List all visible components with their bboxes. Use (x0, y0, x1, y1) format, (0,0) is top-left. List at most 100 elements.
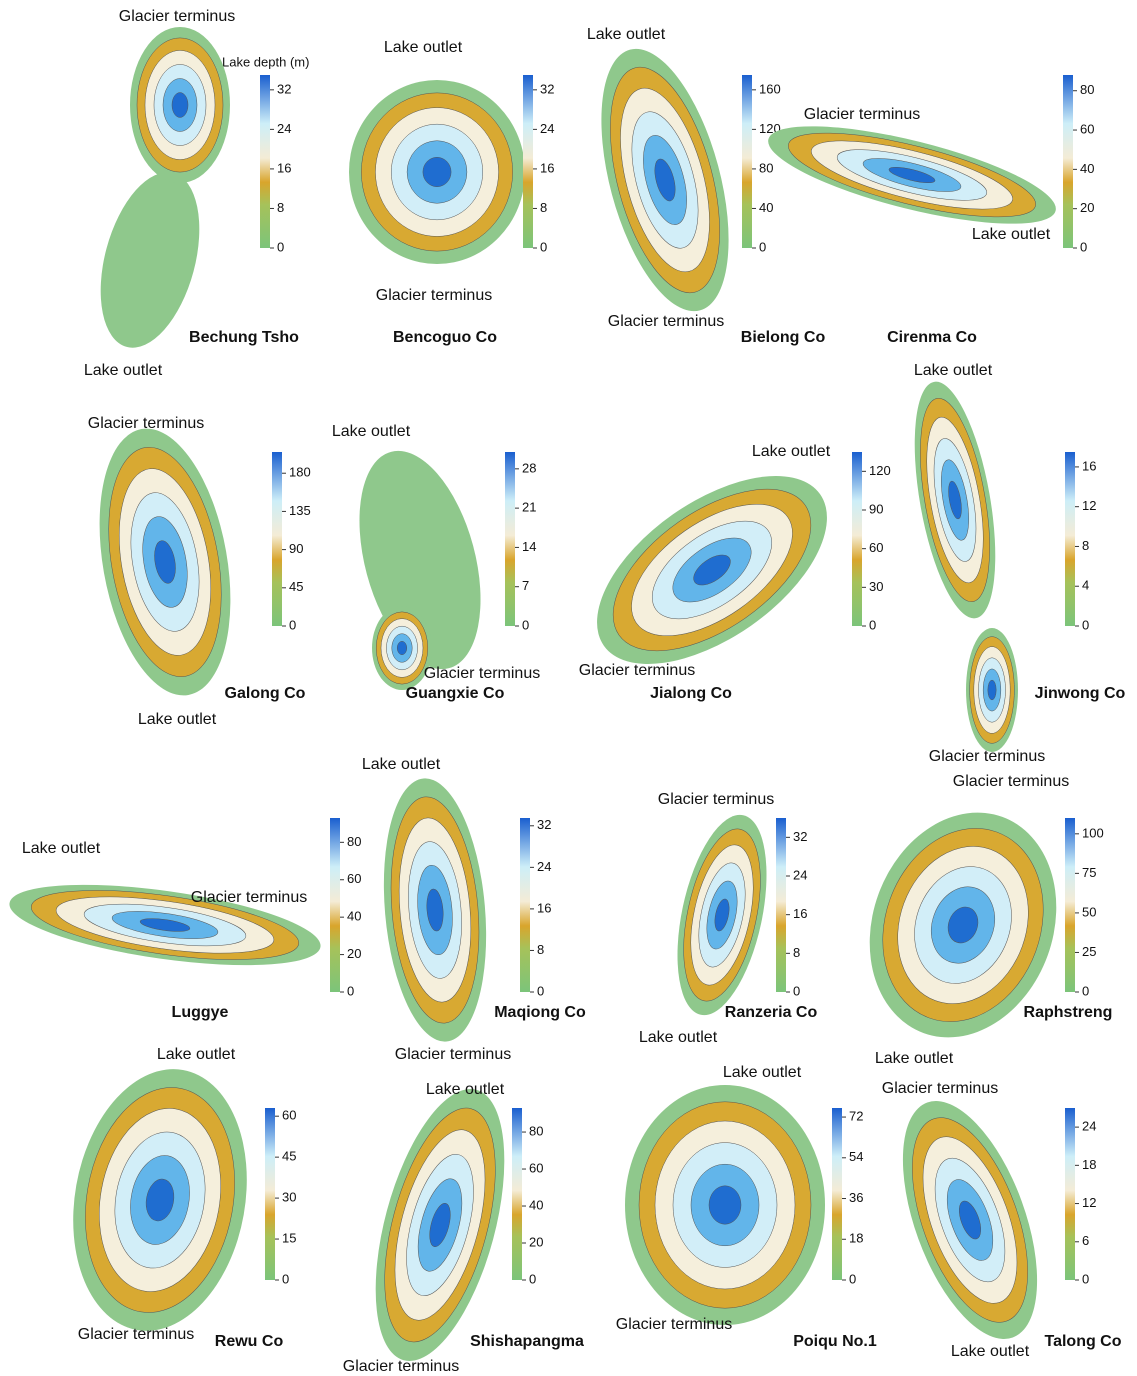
colorbar-tick-label: 80 (1080, 82, 1094, 97)
colorbar-tick-label: 30 (869, 579, 883, 594)
annotation: Lake outlet (875, 1050, 954, 1067)
annotation: Glacier terminus (88, 415, 204, 432)
annotation: Lake outlet (384, 39, 463, 56)
annotation: Glacier terminus (424, 665, 540, 682)
colorbar-tick-label: 24 (793, 867, 807, 882)
colorbar-tick-label: 30 (282, 1190, 296, 1205)
lake-name: Jinwong Co (1035, 685, 1126, 702)
colorbar-tick-label: 60 (869, 540, 883, 555)
lake-name: Shishapangma (470, 1333, 584, 1350)
colorbar-tick-label: 180 (289, 465, 311, 480)
colorbar (523, 75, 533, 248)
colorbar-tick-label: 54 (849, 1149, 863, 1164)
colorbar-tick-label: 60 (282, 1108, 296, 1123)
colorbar-tick-label: 72 (849, 1108, 863, 1123)
colorbar-tick-label: 21 (522, 500, 536, 515)
colorbar-tick-label: 25 (1082, 944, 1096, 959)
colorbar-tick-label: 8 (537, 942, 544, 957)
annotation: Lake outlet (157, 1046, 236, 1063)
colorbar-tick-label: 24 (540, 121, 554, 136)
lake-name: Luggye (172, 1004, 229, 1021)
colorbar-tick-label: 15 (282, 1230, 296, 1245)
colorbar-tick-label: 0 (1080, 239, 1087, 254)
colorbar-tick-label: 60 (529, 1160, 543, 1175)
colorbar (1065, 452, 1075, 626)
colorbar-tick-label: 60 (347, 871, 361, 886)
colorbar-tick-label: 18 (1082, 1157, 1096, 1172)
annotation: Glacier terminus (376, 287, 492, 304)
annotation: Lake outlet (426, 1081, 505, 1098)
annotation: Lake outlet (84, 362, 163, 379)
colorbar-tick-label: 80 (347, 834, 361, 849)
annotation: Lake outlet (332, 423, 411, 440)
colorbar-tick-label: 0 (522, 617, 529, 632)
colorbar-tick-label: 24 (277, 121, 291, 136)
colorbar-tick-label: 135 (289, 503, 311, 518)
colorbar (272, 452, 282, 626)
colorbar-tick-label: 18 (849, 1231, 863, 1246)
colorbar-tick-label: 0 (849, 1271, 856, 1286)
annotation: Lake outlet (138, 711, 217, 728)
colorbar-tick-label: 8 (1082, 538, 1089, 553)
lake-name: Bechung Tsho (189, 329, 299, 346)
lake-name: Jialong Co (650, 685, 732, 702)
annotation: Lake outlet (723, 1064, 802, 1081)
colorbar-tick-label: 90 (869, 501, 883, 516)
annotation: Glacier terminus (78, 1326, 194, 1343)
colorbar-tick-label: 0 (289, 617, 296, 632)
colorbar-tick-label: 24 (537, 859, 551, 874)
colorbar-tick-label: 160 (759, 81, 781, 96)
colorbar-tick-label: 0 (277, 239, 284, 254)
lake-name: Maqiong Co (494, 1004, 586, 1021)
colorbar (1065, 818, 1075, 992)
colorbar-tick-label: 16 (793, 906, 807, 921)
colorbar-tick-label: 16 (1082, 458, 1096, 473)
lake-depth-zone (423, 157, 451, 186)
colorbar-tick-label: 36 (849, 1190, 863, 1205)
colorbar-tick-label: 12 (1082, 1195, 1096, 1210)
annotation: Glacier terminus (882, 1080, 998, 1097)
colorbar-tick-label: 40 (759, 200, 773, 215)
colorbar-tick-label: 8 (277, 200, 284, 215)
colorbar-tick-label: 8 (540, 200, 547, 215)
annotation: Glacier terminus (929, 748, 1045, 765)
colorbar-tick-label: 45 (289, 579, 303, 594)
annotation: Glacier terminus (658, 791, 774, 808)
annotation: Lake outlet (914, 362, 993, 379)
colorbar-tick-label: 20 (529, 1234, 543, 1249)
lake-name: Rewu Co (215, 1333, 284, 1350)
colorbar-tick-label: 14 (522, 539, 536, 554)
colorbar-tick-label: 80 (759, 160, 773, 175)
figure: Lake depth (m) Glacier terminus Lake outl… (0, 0, 1137, 1376)
annotation: Lake outlet (951, 1343, 1030, 1360)
colorbar-tick-label: 4 (1082, 578, 1089, 593)
colorbar-tick-label: 7 (522, 578, 529, 593)
colorbar (260, 75, 270, 248)
colorbar (265, 1108, 275, 1280)
colorbar-tick-label: 0 (759, 239, 766, 254)
colorbar (330, 818, 340, 992)
lake-name: Bielong Co (741, 329, 826, 346)
lake-depth-zone (709, 1186, 741, 1224)
colorbar-tick-label: 0 (793, 983, 800, 998)
annotation: Glacier terminus (579, 662, 695, 679)
colorbar-title: Lake depth (m) (222, 54, 309, 69)
annotation: Glacier terminus (343, 1358, 459, 1375)
colorbar (520, 818, 530, 992)
colorbar-tick-label: 75 (1082, 865, 1096, 880)
colorbar (832, 1108, 842, 1280)
colorbar-tick-label: 0 (1082, 983, 1089, 998)
colorbar-tick-label: 16 (277, 160, 291, 175)
lake-name: Raphstreng (1024, 1004, 1113, 1021)
annotation: Glacier terminus (616, 1316, 732, 1333)
annotation: Glacier terminus (119, 8, 235, 25)
colorbar (776, 818, 786, 992)
lake-name: Bencoguo Co (393, 329, 497, 346)
lake-name: Guangxie Co (406, 685, 505, 702)
colorbar-tick-label: 6 (1082, 1233, 1089, 1248)
annotation: Lake outlet (362, 756, 441, 773)
colorbar-tick-label: 24 (1082, 1119, 1096, 1134)
colorbar (1063, 75, 1073, 248)
colorbar-tick-label: 32 (537, 817, 551, 832)
colorbar-tick-label: 0 (1082, 617, 1089, 632)
